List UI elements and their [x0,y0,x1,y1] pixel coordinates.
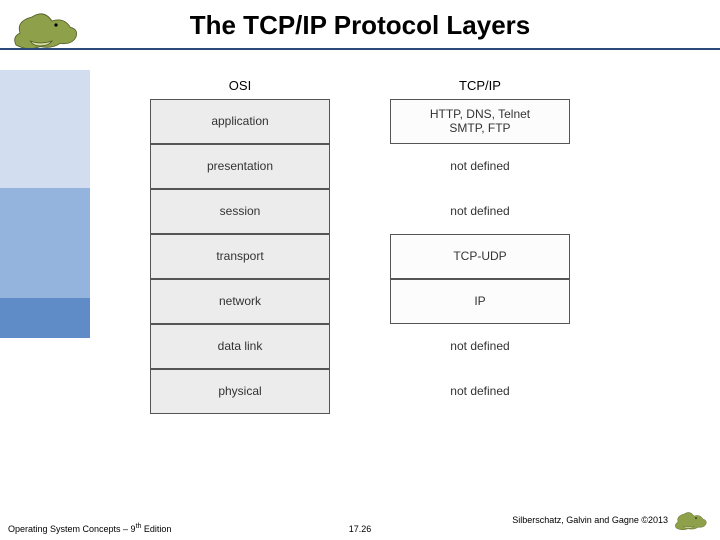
diagram-row: network IP [150,279,570,324]
tcpip-layer-cell: HTTP, DNS, Telnet SMTP, FTP [390,99,570,144]
osi-layer-cell: physical [150,369,330,414]
footer-left-prefix: Operating System Concepts – 9 [8,524,136,534]
dinosaur-small-icon [672,506,712,534]
tcpip-layer-cell: TCP-UDP [390,234,570,279]
sidebar-band-segment [0,298,90,338]
col-header-osi: OSI [150,78,330,93]
col-header-tcpip: TCP/IP [390,78,570,93]
title-underline [0,48,720,50]
osi-layer-cell: presentation [150,144,330,189]
footer-copyright: Silberschatz, Galvin and Gagne ©2013 [512,515,668,525]
sidebar-band-segment [0,70,90,188]
slide: The TCP/IP Protocol Layers OSI TCP/IP ap… [0,0,720,540]
tcpip-layer-cell: not defined [390,189,570,234]
tcpip-layer-cell: IP [390,279,570,324]
diagram-row: data link not defined [150,324,570,369]
diagram-row: presentation not defined [150,144,570,189]
page-title: The TCP/IP Protocol Layers [0,10,720,41]
osi-layer-cell: session [150,189,330,234]
footer-left-suffix: Edition [141,524,171,534]
diagram-rows: applicationHTTP, DNS, Telnet SMTP, FTPpr… [150,99,570,414]
osi-layer-cell: transport [150,234,330,279]
sidebar-band-segment [0,188,90,298]
diagram-row: transport TCP-UDP [150,234,570,279]
footer-page-number: 17.26 [349,524,372,534]
tcpip-layer-cell: not defined [390,324,570,369]
diagram-row: physical not defined [150,369,570,414]
tcpip-layer-cell: not defined [390,369,570,414]
protocol-layers-diagram: OSI TCP/IP application HTTP, DNS, Telnet … [150,78,570,414]
column-headers: OSI TCP/IP [150,78,570,93]
sidebar-band-segment [0,338,90,470]
diagram-row: session not defined [150,189,570,234]
sidebar-band [0,70,90,470]
osi-layer-cell: network [150,279,330,324]
osi-layer-cell: application [150,99,330,144]
footer-left: Operating System Concepts – 9th Edition [8,523,171,534]
footer-right: Silberschatz, Galvin and Gagne ©2013 [512,506,712,534]
osi-layer-cell: data link [150,324,330,369]
diagram-row: application HTTP, DNS, Telnet SMTP, FTP [150,99,570,144]
tcpip-layer-cell: not defined [390,144,570,189]
